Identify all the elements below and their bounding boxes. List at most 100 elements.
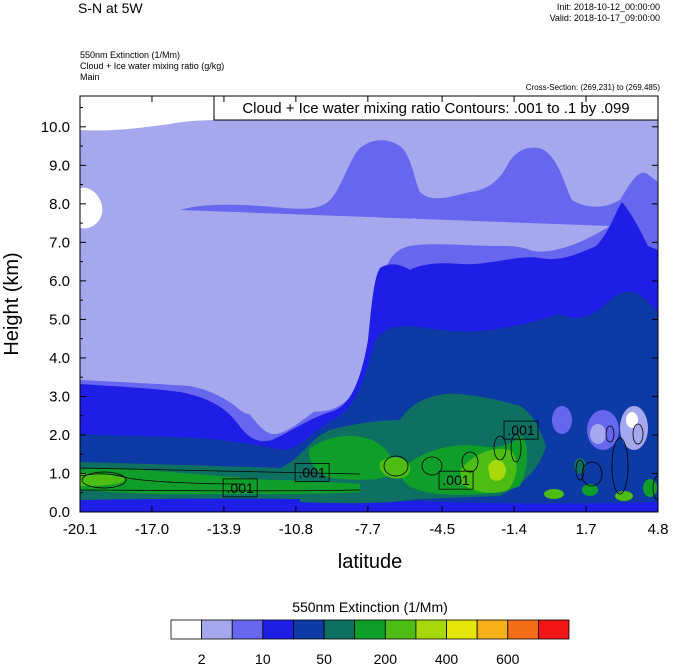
contour-labels: .001 .001 .001 .001 — [222, 420, 539, 498]
contour-loop-8 — [611, 437, 629, 495]
colorbar-swatch — [323, 619, 356, 640]
x-tick-label: -20.1 — [63, 521, 97, 538]
field-layer-lime-left — [80, 473, 125, 486]
contour-label-box — [294, 463, 330, 482]
field-spot-4 — [643, 479, 657, 497]
y-axis: 0.0 1.0 2.0 3.0 4.0 5.0 6.0 7.0 8.0 9.0 10.0 — [41, 107, 658, 521]
colorbar-swatch — [201, 619, 233, 640]
time-info: Init: 2018-10-12_00:00:00 Valid: 2018-10… — [550, 2, 660, 24]
x-tick-label: -1.4 — [501, 521, 527, 538]
x-axis-label: latitude — [338, 551, 403, 573]
field-layer-surface-teal — [300, 493, 420, 504]
init-time: Init: 2018-10-12_00:00:00 — [556, 2, 660, 12]
x-axis: -20.1 -17.0 -13.9 -10.8 -7.7 -4.5 -1.4 1.7 4.8 — [63, 96, 669, 538]
extinction-field — [80, 96, 658, 512]
y-tick-label: 6.0 — [49, 273, 70, 290]
field-oval-1 — [409, 218, 419, 242]
colorbar-label: 10 — [255, 651, 271, 667]
colorbar-label: 400 — [435, 651, 459, 667]
colorbar-swatch — [415, 619, 447, 640]
y-axis-label: Height (km) — [1, 252, 23, 355]
field-hole-3 — [590, 424, 606, 444]
colorbar-swatch — [170, 619, 203, 640]
contour-label-box — [503, 420, 539, 440]
contour-loop-5 — [493, 435, 507, 461]
colorbar-label: 2 — [198, 651, 206, 667]
field-layer-green-5 — [488, 459, 506, 481]
y-tick-label: 4.0 — [49, 350, 70, 367]
contour-band-top — [80, 467, 361, 475]
field-layer-green-3 — [460, 448, 517, 493]
y-tick-label: 2.0 — [49, 427, 70, 444]
valid-time: Valid: 2018-10-17_09:00:00 — [549, 13, 660, 23]
field-layer-clear-left — [80, 187, 103, 229]
contour-loop-9 — [632, 423, 644, 445]
x-tick-label: -10.8 — [279, 521, 313, 538]
y-tick-label: 8.0 — [49, 196, 70, 213]
colorbar-swatch — [231, 619, 264, 640]
contour-label-box — [438, 470, 474, 490]
x-tick-label: 1.7 — [576, 521, 597, 538]
colorbar — [170, 619, 570, 640]
y-tick-label: 1.0 — [49, 465, 70, 482]
contour-label-text: .001 — [227, 480, 254, 496]
field-hole-4 — [626, 412, 638, 428]
colorbar-label: 600 — [496, 651, 520, 667]
contour-band-inner — [80, 473, 241, 485]
x-tick-label: -4.5 — [429, 521, 455, 538]
colorbar-labels: 2 10 50 200 400 600 — [198, 651, 520, 667]
contour-label: .001 — [294, 463, 330, 482]
contour-title: Cloud + Ice water mixing ratio Contours:… — [242, 100, 629, 117]
field-spot-2 — [582, 484, 598, 496]
contour-lines — [80, 423, 658, 501]
field-layer-surface — [80, 498, 658, 512]
colorbar-label: 50 — [316, 651, 332, 667]
contour-loop-10 — [605, 425, 615, 443]
y-tick-label: 5.0 — [49, 311, 70, 328]
y-tick-label: 9.0 — [49, 157, 70, 174]
field-hole-5 — [552, 406, 572, 434]
contour-loop-2 — [383, 455, 409, 477]
field-spot-3 — [615, 491, 633, 501]
colorbar-swatch — [476, 619, 509, 640]
colorbar-swatch — [354, 619, 386, 640]
contour-label-box — [222, 478, 258, 498]
contour-label-text: .001 — [299, 464, 326, 480]
contour-loop-6 — [510, 433, 522, 463]
contour-loop-3 — [421, 456, 443, 476]
contour-label-text: .001 — [442, 472, 469, 488]
contour-band-bottom — [80, 489, 361, 492]
field-descriptions: 550nm Extinction (1/Mm) Cloud + Ice wate… — [80, 50, 224, 83]
field-layer-plume — [80, 240, 361, 415]
colorbar-title: 550nm Extinction (1/Mm) — [292, 599, 448, 615]
contour-title-box — [213, 95, 659, 121]
y-tick-label: 0.0 — [49, 504, 70, 521]
contour-loop-11 — [652, 475, 658, 501]
contour-label: .001 — [503, 420, 539, 440]
colorbar-swatch — [507, 619, 539, 640]
x-tick-label: -17.0 — [135, 521, 169, 538]
contour-loop-1 — [81, 471, 127, 489]
plot-title: S-N at 5W — [78, 0, 143, 16]
field-spot-1 — [544, 489, 564, 499]
contour-loop-7 — [581, 461, 603, 487]
field-layer-green-left — [80, 468, 360, 494]
field-extinction: 550nm Extinction (1/Mm) — [80, 50, 181, 60]
x-tick-label: -13.9 — [207, 521, 241, 538]
field-layer-green-1 — [309, 435, 394, 480]
field-cloud-ice: Cloud + Ice water mixing ratio (g/kg) — [80, 61, 225, 71]
y-tick-label: 7.0 — [49, 234, 70, 251]
colorbar-swatch — [293, 619, 325, 640]
contour-loop-4 — [461, 451, 479, 473]
contour-label: .001 — [438, 470, 474, 490]
colorbar-swatch — [384, 619, 417, 640]
contour-label: .001 — [222, 478, 258, 498]
x-tick-label: -7.7 — [355, 521, 381, 538]
x-tick-label: 4.8 — [648, 521, 669, 538]
colorbar-swatch — [537, 619, 570, 640]
colorbar-swatch — [446, 619, 478, 640]
y-tick-label: 3.0 — [49, 388, 70, 405]
contour-label-text: .001 — [507, 422, 534, 438]
colorbar-label: 200 — [374, 651, 398, 667]
